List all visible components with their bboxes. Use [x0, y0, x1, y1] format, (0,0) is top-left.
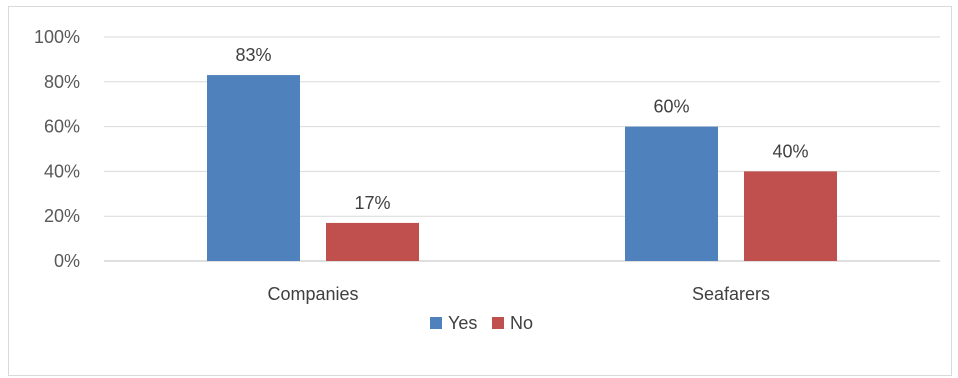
y-tick-label: 80% [44, 72, 80, 92]
category-labels: Companies Seafarers [267, 284, 770, 304]
legend-swatch [430, 317, 442, 329]
data-label: 40% [772, 141, 808, 161]
data-labels: 83% 17% 60% 40% [235, 45, 808, 213]
y-tick-label: 60% [44, 117, 80, 137]
y-tick-label: 40% [44, 161, 80, 181]
bar [744, 171, 837, 261]
bar [625, 126, 718, 261]
legend-label: Yes [448, 313, 477, 333]
data-label: 60% [653, 97, 689, 117]
y-axis-ticks: 0% 20% 40% 60% 80% 100% [34, 27, 80, 271]
legend-label: No [510, 313, 533, 333]
x-tick-label: Seafarers [692, 284, 770, 304]
y-tick-label: 0% [54, 251, 80, 271]
legend: Yes No [430, 313, 533, 333]
x-tick-label: Companies [267, 284, 358, 304]
bar [207, 75, 300, 261]
data-label: 83% [235, 45, 271, 65]
bars [207, 75, 837, 261]
bar [326, 222, 419, 261]
y-tick-label: 100% [34, 27, 80, 47]
data-label: 17% [354, 193, 390, 213]
y-tick-label: 20% [44, 206, 80, 226]
legend-swatch [492, 317, 504, 329]
